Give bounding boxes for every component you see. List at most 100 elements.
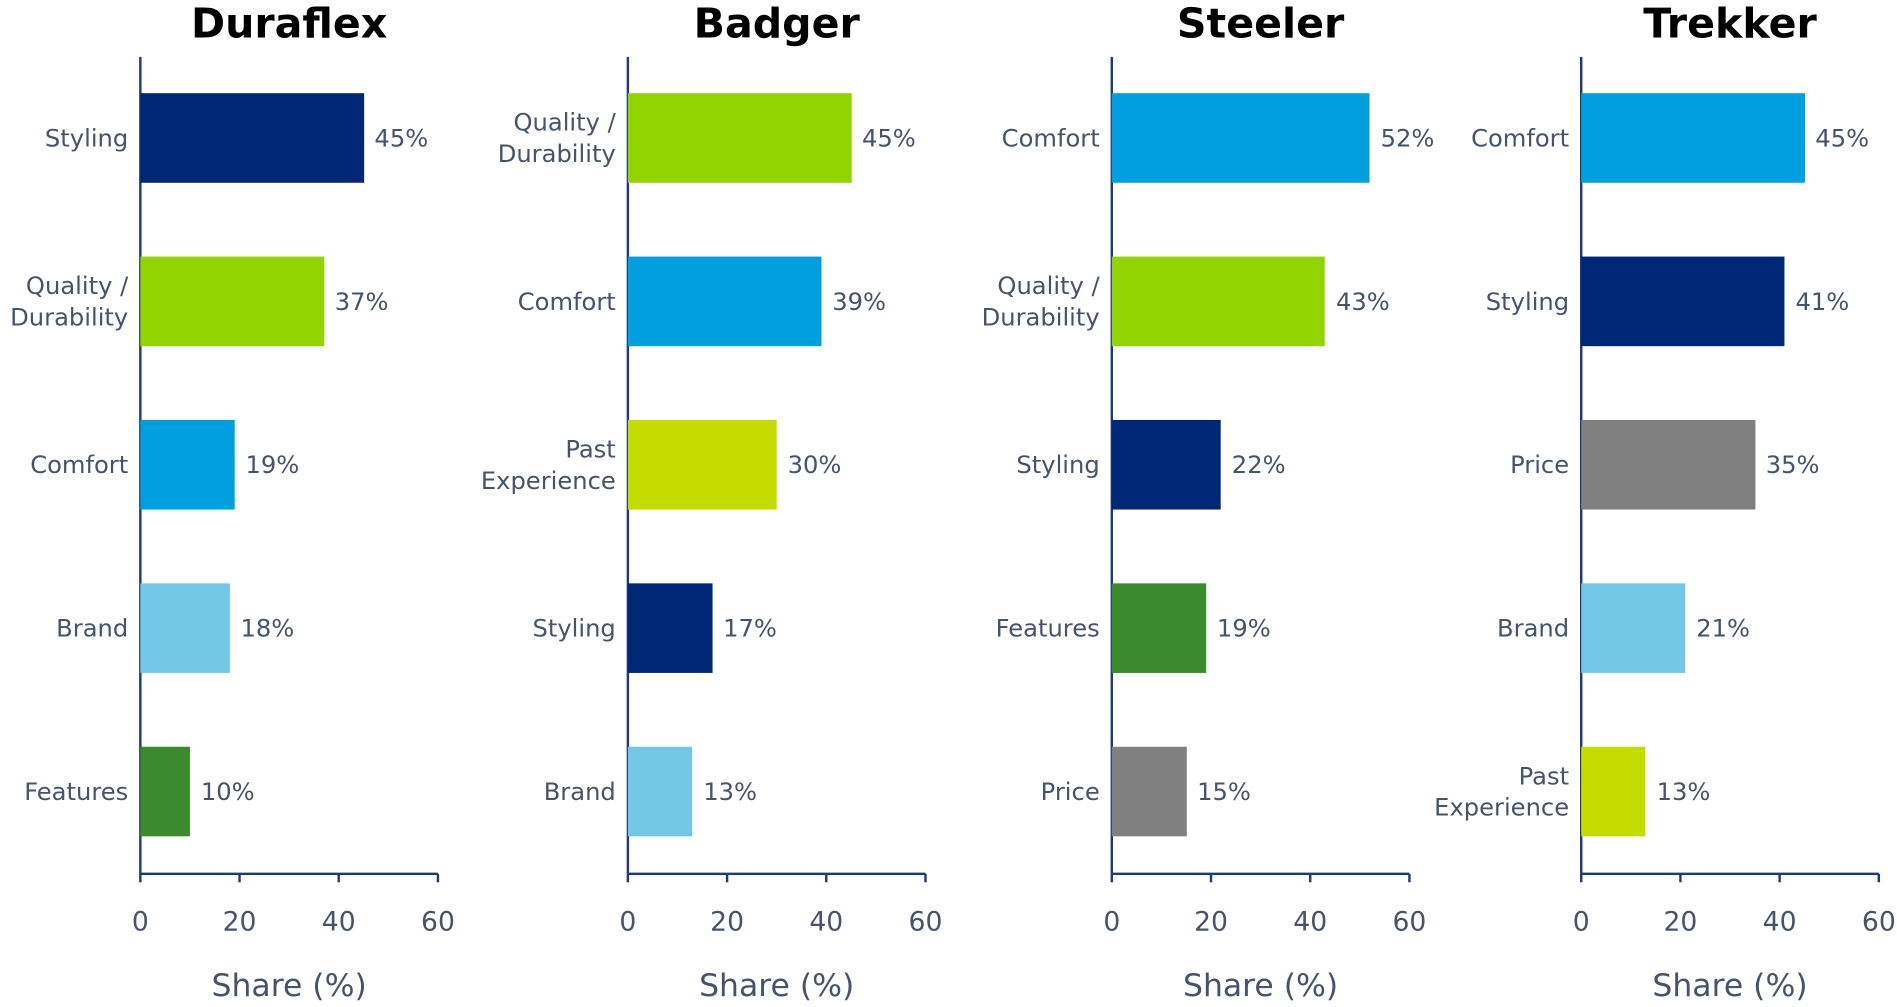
x-axis — [1111, 872, 1410, 875]
value-label: 15% — [1197, 777, 1251, 807]
value-label: 43% — [1335, 286, 1390, 316]
value-label: 10% — [200, 777, 255, 807]
category-label: Price — [1040, 777, 1100, 807]
x-tick — [1679, 873, 1682, 883]
bar — [1581, 583, 1686, 673]
value-label: 45% — [861, 123, 916, 153]
category-label: Comfort — [1471, 123, 1570, 153]
category-label: Comfort — [1001, 123, 1100, 153]
category-label: Brand — [1497, 613, 1570, 643]
value-label: 45% — [1815, 123, 1870, 153]
x-tick — [626, 873, 629, 883]
value-label: 30% — [787, 450, 842, 480]
x-tick — [1210, 873, 1212, 883]
category-label: Styling — [44, 123, 129, 153]
category-label: Styling — [1016, 450, 1100, 480]
bar — [627, 583, 713, 673]
bar — [1111, 93, 1370, 183]
bar — [627, 746, 693, 837]
value-label: 18% — [240, 613, 295, 643]
category-label: Quality / Durability — [981, 271, 1100, 332]
category-label: Past Experience — [1434, 761, 1570, 822]
bar — [140, 746, 190, 837]
x-tick — [825, 873, 828, 883]
category-label: Features — [24, 777, 129, 807]
value-label: 45% — [374, 123, 429, 153]
category-label: Past Experience — [480, 434, 616, 496]
bar — [140, 93, 364, 183]
x-tick-label: 40 — [1293, 907, 1328, 938]
value-label: 13% — [703, 777, 758, 807]
category-label: Styling — [1485, 286, 1570, 316]
x-tick-label: 60 — [1392, 907, 1427, 938]
x-tick-label: 60 — [421, 907, 455, 938]
bar — [1111, 583, 1207, 673]
category-label: Comfort — [30, 450, 129, 480]
bar — [140, 256, 324, 347]
bar — [1581, 746, 1646, 837]
x-tick — [1778, 873, 1781, 883]
x-tick-label: 40 — [1762, 907, 1797, 938]
x-axis-label: Share (%) — [1182, 968, 1339, 1005]
y-axis — [139, 56, 142, 874]
x-axis — [1581, 872, 1879, 875]
x-tick-label: 60 — [908, 907, 943, 938]
category-label: Quality / Durability — [10, 271, 129, 332]
y-axis — [626, 56, 630, 874]
value-label: 21% — [1696, 613, 1751, 643]
value-label: 19% — [245, 450, 300, 480]
category-label: Brand — [56, 613, 129, 643]
value-label: 52% — [1380, 123, 1435, 153]
chart-title: Trekker — [1643, 0, 1817, 49]
x-tick-label: 0 — [619, 907, 637, 938]
x-tick — [1580, 873, 1583, 883]
value-label: 13% — [1656, 777, 1711, 807]
x-tick-label: 20 — [1194, 907, 1228, 938]
x-axis — [627, 872, 926, 875]
x-axis-label: Share (%) — [1652, 968, 1808, 1005]
x-axis-label: Share (%) — [211, 968, 367, 1005]
bar — [1111, 256, 1326, 347]
x-tick — [924, 873, 927, 883]
category-label: Styling — [532, 613, 616, 643]
x-tick-label: 40 — [809, 907, 844, 938]
bar — [1581, 419, 1755, 510]
x-tick-label: 0 — [131, 907, 149, 938]
chart-title: Badger — [693, 0, 860, 49]
category-label: Quality / Durability — [497, 107, 616, 169]
value-label: 37% — [334, 286, 389, 316]
x-axis — [140, 872, 438, 875]
chart-title: Duraflex — [190, 0, 388, 49]
x-tick-label: 20 — [1663, 907, 1698, 938]
chart-title: Steeler — [1176, 0, 1345, 49]
x-tick — [1309, 873, 1312, 883]
bar — [1111, 419, 1221, 510]
value-label: 39% — [832, 286, 886, 316]
category-label: Features — [995, 613, 1100, 643]
value-label: 41% — [1795, 286, 1850, 316]
value-label: 22% — [1231, 450, 1286, 480]
bar — [140, 419, 235, 510]
x-tick-label: 20 — [222, 907, 257, 938]
x-tick-label: 40 — [321, 907, 356, 938]
x-tick — [1110, 873, 1113, 883]
bar — [1581, 93, 1805, 183]
x-tick-label: 60 — [1861, 907, 1896, 938]
category-label: Comfort — [517, 286, 616, 316]
value-label: 35% — [1765, 450, 1820, 480]
x-tick — [1408, 873, 1411, 883]
x-tick — [1877, 873, 1880, 883]
x-tick-label: 0 — [1103, 907, 1121, 938]
bar — [1111, 746, 1187, 837]
x-tick — [726, 873, 728, 883]
bar — [1581, 256, 1785, 347]
value-label: 19% — [1216, 613, 1271, 643]
category-label: Brand — [543, 777, 616, 807]
x-tick-label: 0 — [1572, 907, 1590, 938]
x-tick — [238, 873, 241, 883]
bar — [627, 256, 822, 347]
x-tick — [337, 873, 340, 883]
x-axis-label: Share (%) — [699, 968, 855, 1005]
